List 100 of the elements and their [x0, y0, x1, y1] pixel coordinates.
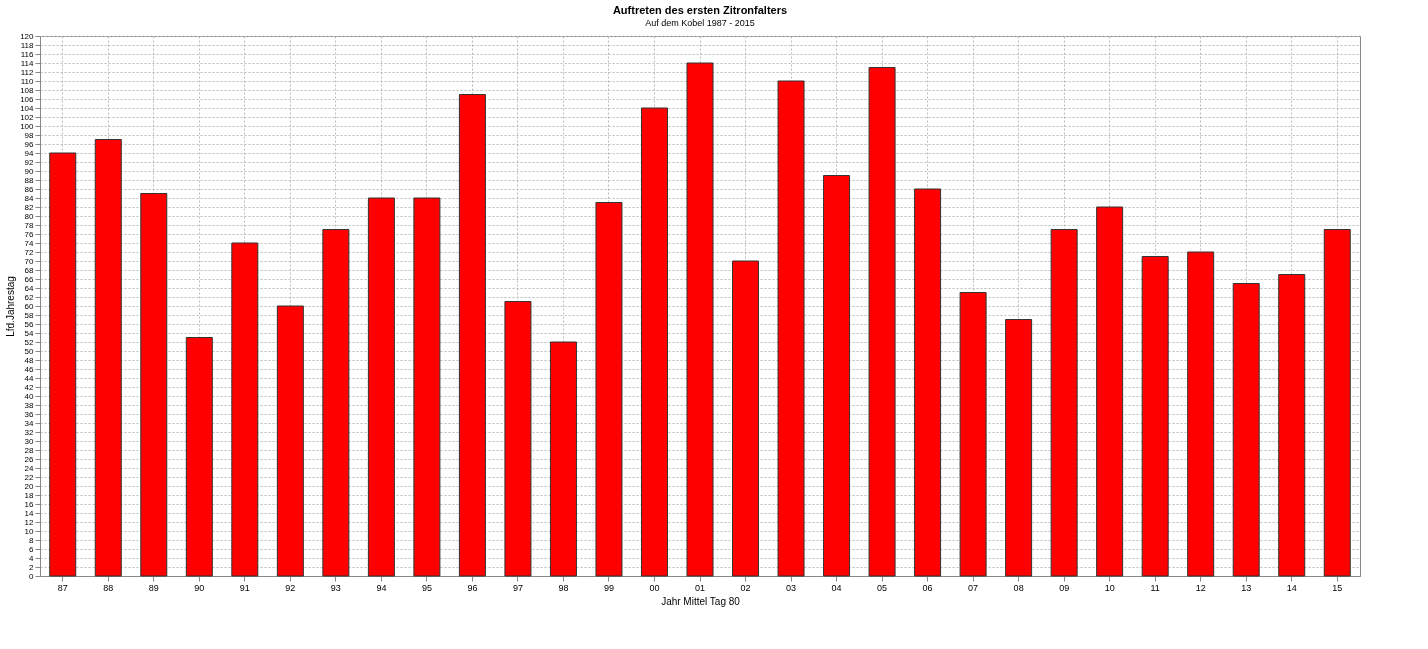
y-tick-label: 112 [20, 67, 35, 77]
x-tick-label: 99 [603, 582, 614, 593]
y-tick-label: 18 [24, 490, 35, 500]
y-tick-label: 106 [20, 94, 35, 104]
y-tick-label: 48 [24, 355, 35, 365]
y-tick-label: 66 [24, 274, 35, 284]
y-tick-label: 82 [24, 202, 35, 212]
y-tick-label: 32 [24, 427, 35, 437]
x-tick-label: 90 [194, 582, 205, 593]
bar [458, 94, 486, 577]
y-tick-label: 10 [24, 526, 35, 536]
chart-subtitle: Auf dem Kobel 1987 - 2015 [645, 18, 755, 28]
chart-title: Auftreten des ersten Zitronfalters [612, 4, 788, 16]
y-tick-label: 92 [24, 157, 35, 167]
x-tick-label: 98 [558, 582, 569, 593]
x-tick-label: 93 [330, 582, 341, 593]
bar [823, 175, 851, 577]
y-tick-label: 60 [24, 301, 35, 311]
bar [1005, 319, 1033, 577]
y-tick-label: 20 [24, 481, 35, 491]
y-tick-label: 56 [24, 319, 35, 329]
y-tick-label: 54 [24, 328, 35, 338]
y-tick-label: 74 [24, 238, 35, 248]
y-tick-label: 22 [24, 472, 35, 482]
y-tick-label: 42 [24, 382, 35, 392]
y-tick-label: 96 [24, 139, 35, 149]
x-tick-label: 95 [421, 582, 432, 593]
y-tick-label: 84 [24, 193, 35, 203]
y-tick-label: 58 [24, 310, 35, 320]
x-tick-label: 14 [1286, 582, 1297, 593]
y-tick-label: 36 [24, 409, 35, 419]
x-tick-label: 10 [1104, 582, 1115, 593]
x-tick-label: 89 [148, 582, 159, 593]
x-tick-label: 92 [285, 582, 296, 593]
bar [231, 242, 259, 577]
x-tick-label: 88 [103, 582, 114, 593]
bar [1187, 251, 1215, 577]
x-tick-label: 97 [512, 582, 523, 593]
bar [1323, 229, 1351, 577]
y-tick-label: 64 [24, 283, 35, 293]
y-tick-label: 44 [24, 373, 35, 383]
bar [413, 197, 441, 577]
y-tick-label: 108 [20, 85, 35, 95]
bar [1232, 283, 1260, 577]
y-tick-label: 110 [20, 76, 35, 86]
y-tick-label: 16 [24, 499, 35, 509]
y-tick-label: 28 [24, 445, 35, 455]
y-tick-label: 52 [24, 337, 35, 347]
y-tick-label: 4 [29, 553, 35, 563]
y-tick-label: 88 [24, 175, 35, 185]
bar [640, 107, 668, 577]
bar [549, 341, 577, 577]
y-tick-label: 76 [24, 229, 35, 239]
x-tick-label: 91 [239, 582, 250, 593]
y-tick-label: 62 [24, 292, 35, 302]
y-tick-label: 80 [24, 211, 35, 221]
bar [732, 260, 760, 577]
y-tick-label: 114 [20, 58, 35, 68]
x-tick-label: 04 [831, 582, 842, 593]
bar [868, 67, 896, 577]
x-tick-label: 02 [740, 582, 751, 593]
x-tick-label: 13 [1241, 582, 1252, 593]
y-tick-label: 24 [24, 463, 35, 473]
x-tick-label: 15 [1332, 582, 1343, 593]
bar [94, 139, 122, 577]
y-tick-label: 12 [24, 517, 35, 527]
y-tick-label: 72 [24, 247, 35, 257]
y-tick-label: 102 [20, 112, 35, 122]
x-tick-label: 87 [57, 582, 68, 593]
y-axis-title: Lfd.Jahrestag [5, 276, 17, 337]
bar [367, 197, 395, 577]
bar [595, 202, 623, 577]
y-tick-label: 78 [24, 220, 35, 230]
x-tick-label: 07 [968, 582, 979, 593]
y-tick-label: 86 [24, 184, 35, 194]
y-tick-label: 30 [24, 436, 35, 446]
x-tick-label: 09 [1059, 582, 1070, 593]
y-tick-label: 34 [24, 418, 35, 428]
y-tick-label: 120 [20, 31, 35, 41]
x-axis-title: Jahr Mittel Tag 80 [661, 595, 741, 607]
x-tick-label: 11 [1150, 582, 1160, 593]
x-tick-label: 12 [1195, 582, 1206, 593]
y-tick-label: 118 [20, 40, 35, 50]
y-tick-label: 70 [24, 256, 35, 266]
y-tick-label: 46 [24, 364, 35, 374]
x-tick-label: 96 [467, 582, 478, 593]
y-tick-label: 14 [24, 508, 35, 518]
y-tick-label: 6 [29, 544, 35, 554]
bar [504, 301, 532, 577]
bar [1141, 256, 1169, 577]
bar [1050, 229, 1078, 577]
y-tick-label: 40 [24, 391, 35, 401]
y-tick-label: 100 [20, 121, 35, 131]
bar [322, 229, 350, 577]
y-tick-label: 68 [24, 265, 35, 275]
y-tick-label: 50 [24, 346, 35, 356]
bar [1096, 206, 1124, 577]
bar [185, 337, 213, 577]
y-tick-label: 0 [29, 571, 35, 581]
bar [959, 292, 987, 577]
